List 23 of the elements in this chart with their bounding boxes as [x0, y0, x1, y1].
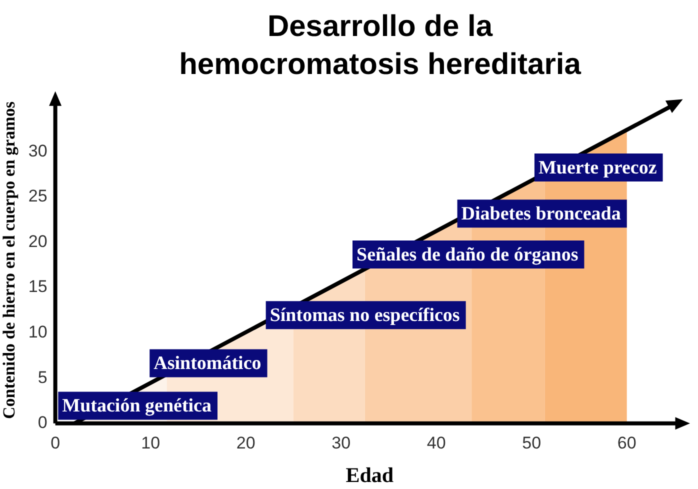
y-tick-label: 5 — [38, 368, 48, 387]
x-tick-label: 40 — [426, 433, 446, 452]
y-tick-label: 10 — [28, 322, 48, 342]
y-tick-label: 15 — [28, 277, 48, 296]
x-tick-label: 50 — [522, 433, 542, 452]
y-axis-title: Contenido de hierro en el cuerpo en gramos — [0, 101, 19, 420]
annotation: Muerte precoz — [538, 157, 658, 178]
annotation: Síntomas no específicos — [270, 305, 460, 326]
x-tick-label: 0 — [50, 433, 60, 452]
y-tick-label: 25 — [28, 186, 48, 206]
annotation: Mutación genética — [62, 396, 212, 417]
x-axis-title: Edad — [346, 462, 394, 487]
annotation: Asintomático — [154, 353, 262, 374]
y-tick-label: 30 — [28, 141, 48, 160]
annotation: Diabetes bronceada — [461, 204, 622, 225]
x-tick-label: 20 — [236, 433, 256, 452]
x-tick-label: 60 — [617, 433, 636, 452]
annotation: Señales de daño de órganos — [356, 244, 578, 266]
chart-title: Desarrollo de la hemocromatosis hereditaria — [178, 9, 582, 83]
y-tick-label: 20 — [28, 232, 48, 251]
y-tick-label: 0 — [38, 413, 48, 432]
x-tick-label: 10 — [141, 433, 160, 452]
x-tick-label: 30 — [332, 433, 351, 452]
